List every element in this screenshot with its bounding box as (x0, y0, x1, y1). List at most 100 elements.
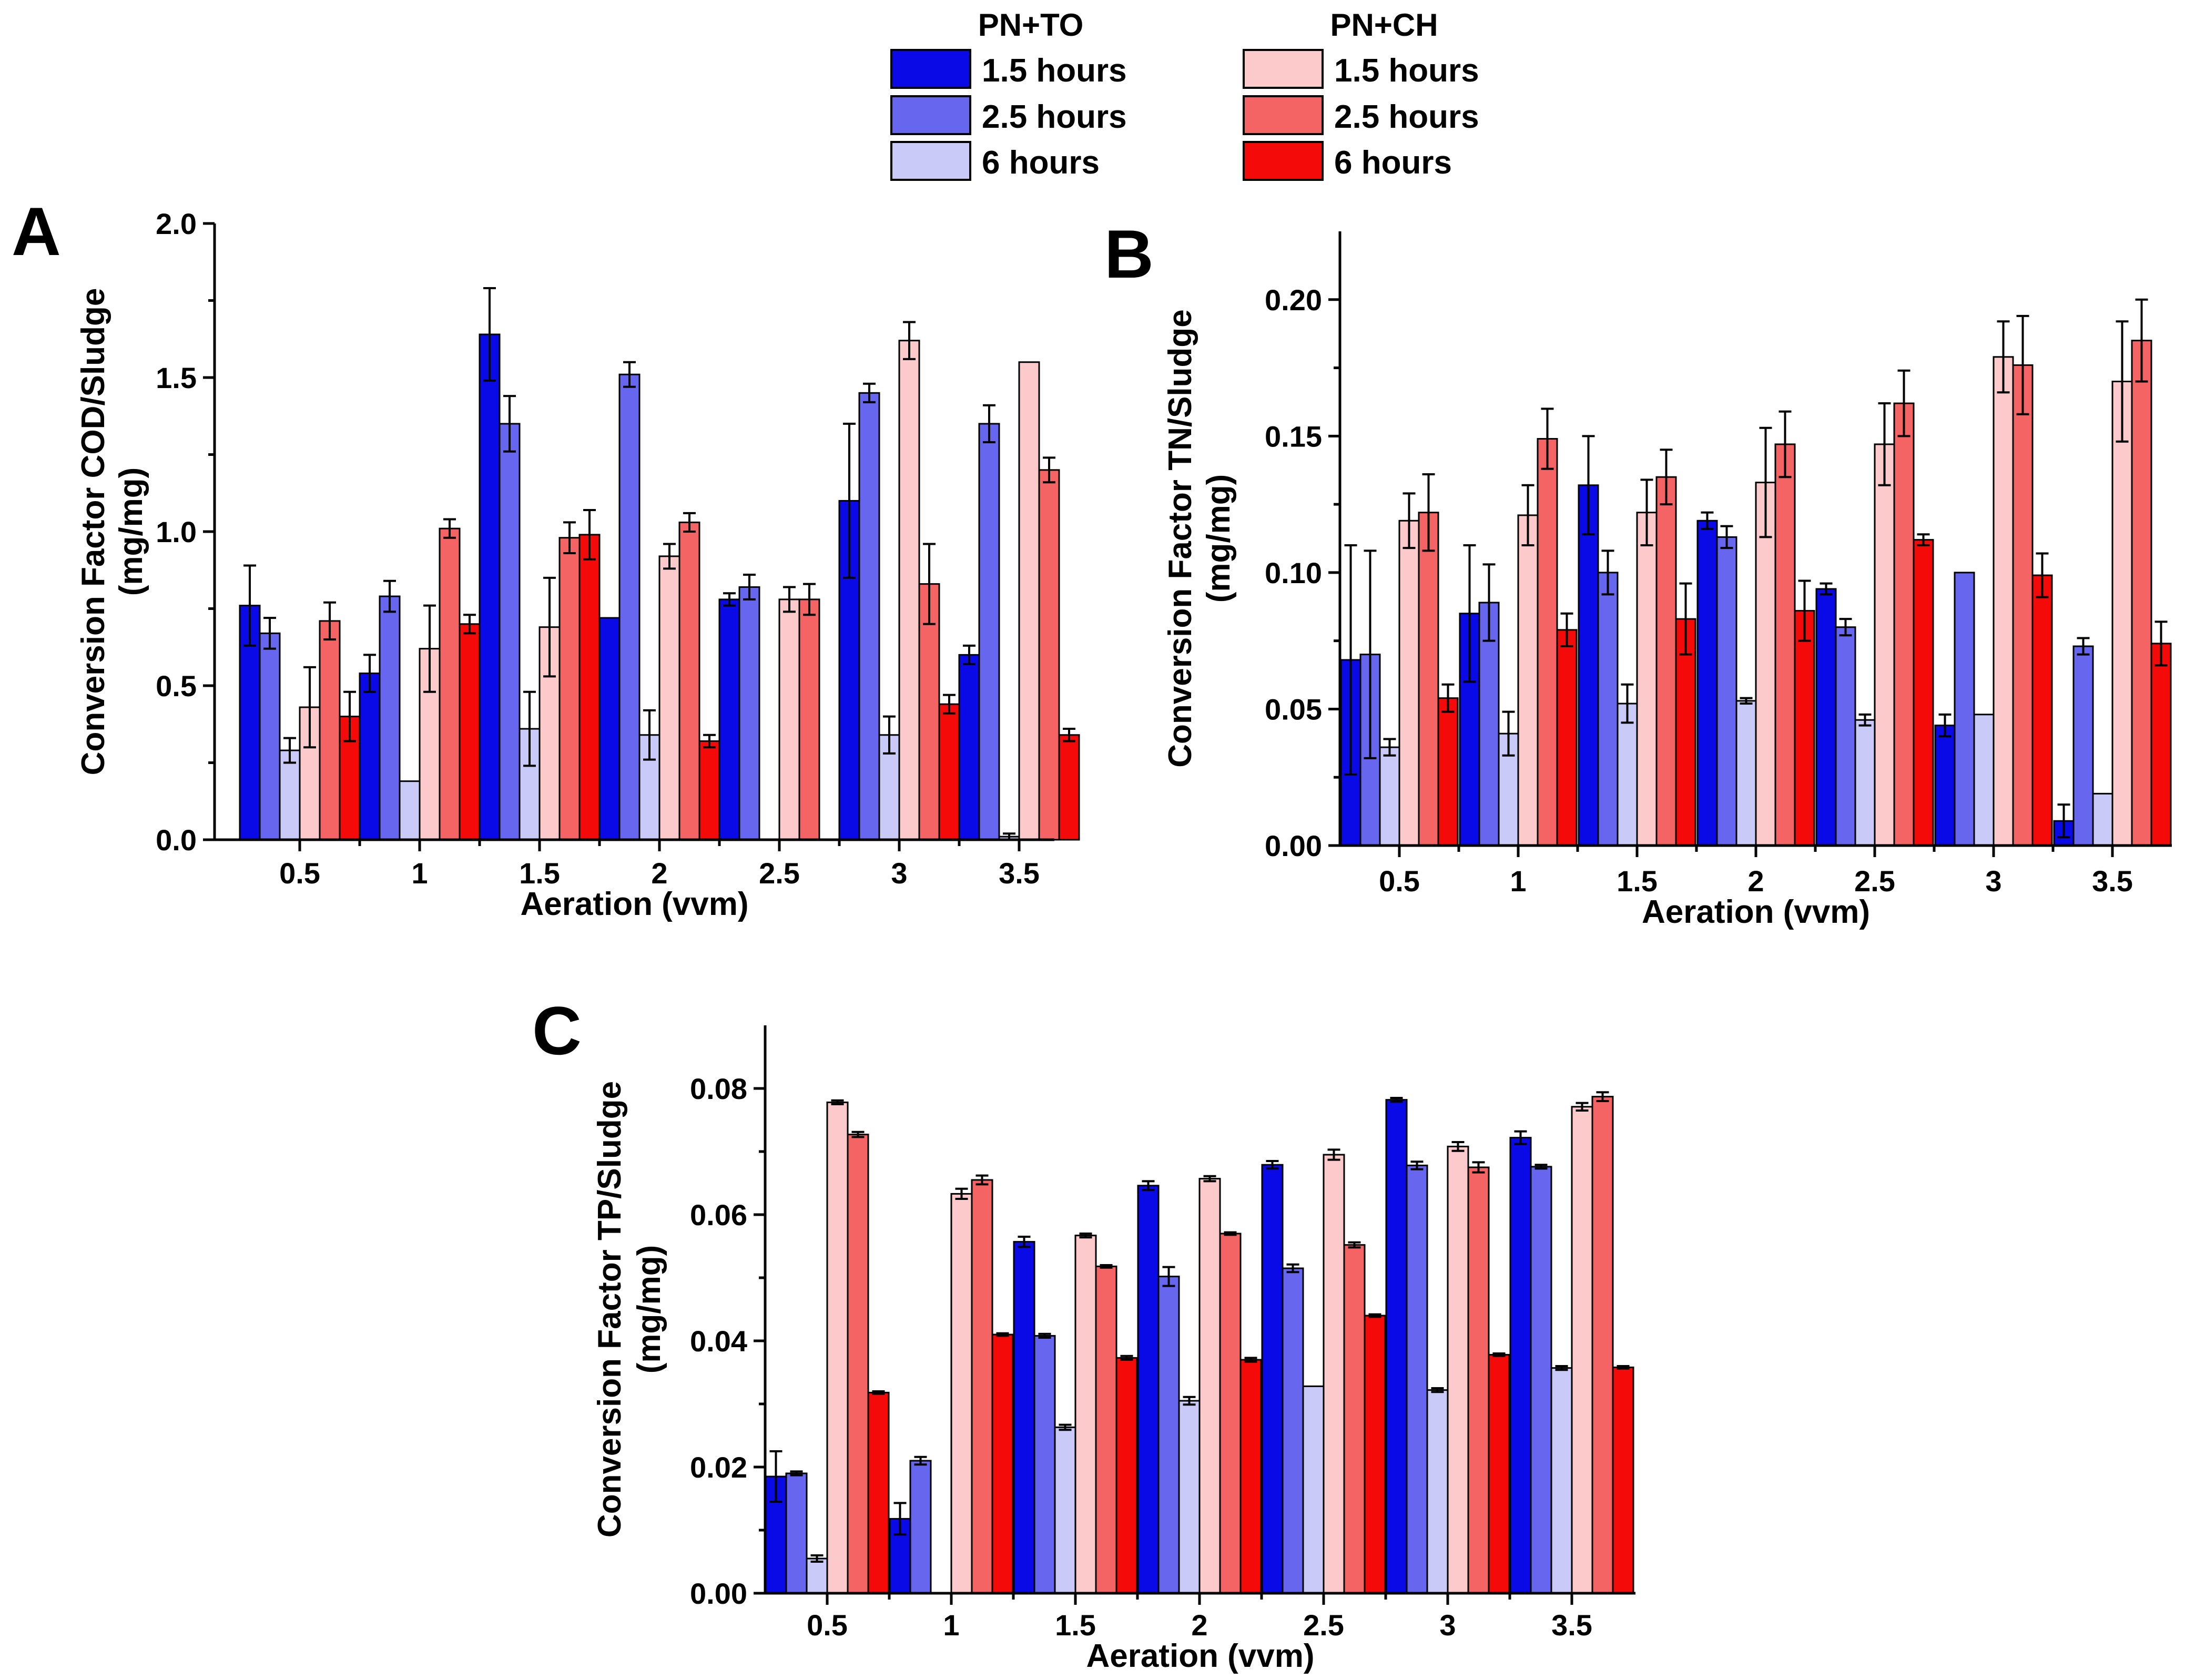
errorbar-b-s2-3-5 (2077, 637, 2090, 656)
bar-a-s2-0-5 (259, 632, 281, 841)
bar-a-s5-2 (678, 521, 700, 841)
errorbar-a-s3-0-5 (283, 737, 296, 764)
x-axis-title-b: Aeration (vvm) (1642, 894, 1870, 930)
bar-b-s3-2 (1735, 700, 1757, 847)
errorbar-c-s1-0-5 (769, 1450, 782, 1503)
xtick-label-c: 2.5 (1303, 1608, 1344, 1642)
xtick-label-b: 3.5 (2092, 864, 2133, 898)
bar-b-s5-0-5 (1418, 512, 1439, 847)
bar-b-s6-0-5 (1437, 697, 1459, 847)
errorbar-b-s5-2-5 (1897, 369, 1910, 437)
ytick-label-b: 0.00 (1265, 829, 1322, 862)
y-axis-unit-a: (mg/mg) (113, 467, 149, 596)
bar-b-s5-2-5 (1893, 402, 1915, 847)
bar-c-s1-2-5 (1261, 1164, 1284, 1594)
bar-c-s1-2 (1137, 1185, 1160, 1594)
ytick-label-c: 0.06 (690, 1198, 747, 1231)
errorbar-a-s2-3 (863, 382, 876, 403)
errorbar-a-s6-3 (943, 694, 956, 715)
bar-b-s5-3-5 (2131, 340, 2152, 847)
errorbar-b-s3-1 (1502, 710, 1515, 757)
errorbar-b-s1-1 (1463, 544, 1476, 683)
ytick-label-c: 0.00 (690, 1577, 747, 1610)
xtick-label-b: 2.5 (1854, 864, 1895, 898)
chart-panel-b: 0.00 0.05 0.10 0.15 0.20 0.5 1 1.5 2 2.5 3 3.5 Aerat… (1162, 231, 2172, 930)
bar-a-s6-3-5 (1058, 734, 1080, 841)
errorbar-c-s4-0-5 (831, 1099, 844, 1105)
xtick-label-c: 3 (1439, 1608, 1456, 1642)
errorbar-b-s2-0-5 (1364, 549, 1377, 759)
y-axis-title-a: Conversion Factor COD/Sludge (75, 288, 111, 776)
errorbar-b-s4-2-5 (1878, 402, 1891, 486)
errorbar-b-s1-0-5 (1344, 544, 1357, 776)
xtick-label-a: 0.5 (279, 857, 320, 890)
ytick-label-a: 1.5 (156, 361, 197, 394)
axes-c (754, 1025, 1635, 1605)
bar-b-s6-2 (1794, 610, 1815, 847)
errorbar-b-s5-3 (2016, 314, 2029, 415)
errorbar-c-s6-1-5 (1120, 1355, 1133, 1361)
bar-b-s2-3-5 (2072, 645, 2094, 847)
errorbar-b-s5-1 (1541, 408, 1554, 470)
errorbar-b-s1-2-5 (1820, 582, 1833, 596)
errorbar-b-s2-1 (1482, 563, 1496, 642)
ytick-label-a: 0.5 (156, 669, 197, 702)
bar-b-s1-1-5 (1578, 484, 1599, 847)
errorbar-a-s2-0-5 (263, 617, 276, 650)
errorbar-b-s5-3-5 (2135, 298, 2148, 383)
errorbar-a-s6-0-5 (343, 690, 356, 742)
errorbar-c-s1-3-5 (1514, 1130, 1527, 1145)
ytick-label-b: 0.15 (1265, 420, 1322, 453)
errorbar-a-s5-2 (683, 512, 696, 533)
bar-a-s4-3-5 (1018, 361, 1040, 841)
bar-c-s2-2 (1157, 1276, 1180, 1594)
errorbar-a-s5-2-5 (803, 583, 816, 616)
errorbar-a-s1-3 (843, 422, 856, 579)
bar-c-s2-1 (909, 1460, 932, 1594)
errorbar-c-s6-1 (996, 1332, 1009, 1337)
legend-swatch-pn-to-1-5 (890, 49, 971, 89)
errorbar-b-s4-1-5 (1640, 478, 1653, 546)
legend-swatch-pn-to-2-5 (890, 95, 971, 135)
errorbar-c-s6-3 (1492, 1352, 1506, 1357)
bar-b-s3-2-5 (1854, 719, 1876, 847)
errorbar-a-s2-2 (623, 361, 636, 388)
errorbar-b-s4-2 (1759, 426, 1772, 538)
bar-c-s1-3 (1385, 1099, 1408, 1594)
bar-c-s4-1 (950, 1193, 973, 1594)
errorbar-a-s4-1-5 (543, 576, 556, 678)
errorbar-a-s2-2-5 (743, 574, 756, 600)
panel-label-a: A (12, 193, 61, 270)
legend-swatch-pn-ch-1-5 (1243, 49, 1324, 89)
errorbar-b-s3-2 (1740, 697, 1753, 705)
bar-c-s5-1 (971, 1179, 993, 1594)
errorbar-a-s5-1 (443, 518, 456, 539)
chart-panel-c: 0.00 0.02 0.04 0.06 0.08 0.5 1 1.5 2 2.5 3 3.5 Aerat… (592, 1025, 1635, 1674)
errorbar-a-s1-1 (363, 654, 376, 693)
bar-c-s3-3 (1426, 1389, 1449, 1594)
errorbar-c-s3-3-5 (1555, 1365, 1568, 1371)
errorbar-c-s1-1 (893, 1502, 907, 1536)
errorbar-c-s5-1 (975, 1174, 989, 1186)
bar-a-s2-2-5 (738, 586, 760, 841)
bar-b-s6-3 (2031, 574, 2053, 847)
errorbar-b-s6-2-5 (1917, 533, 1930, 546)
errorbar-b-s5-2 (1779, 410, 1792, 478)
errorbar-b-s6-1-5 (1679, 582, 1692, 656)
bar-a-s5-1 (439, 527, 461, 841)
bar-b-s2-1-5 (1597, 572, 1619, 847)
errorbar-c-s4-2-5 (1327, 1148, 1340, 1161)
bar-a-s6-3 (938, 703, 960, 841)
bar-a-s1-1 (359, 673, 381, 841)
errorbar-a-s4-2 (663, 543, 676, 570)
legend-label-pn-to-6: 6 hours (982, 145, 1100, 181)
bar-a-s2-1 (379, 595, 401, 841)
errorbar-a-s2-1 (383, 579, 396, 613)
bar-a-s1-2-5 (718, 598, 740, 841)
bar-a-s4-2 (658, 555, 680, 841)
legend-group-title-pn-to: PN+TO (978, 7, 1084, 43)
ytick-label-a: 0.0 (156, 823, 197, 857)
bar-c-s4-1-5 (1074, 1235, 1097, 1594)
errorbar-c-s2-2-5 (1286, 1263, 1299, 1274)
errorbar-a-s3-2 (643, 709, 656, 761)
